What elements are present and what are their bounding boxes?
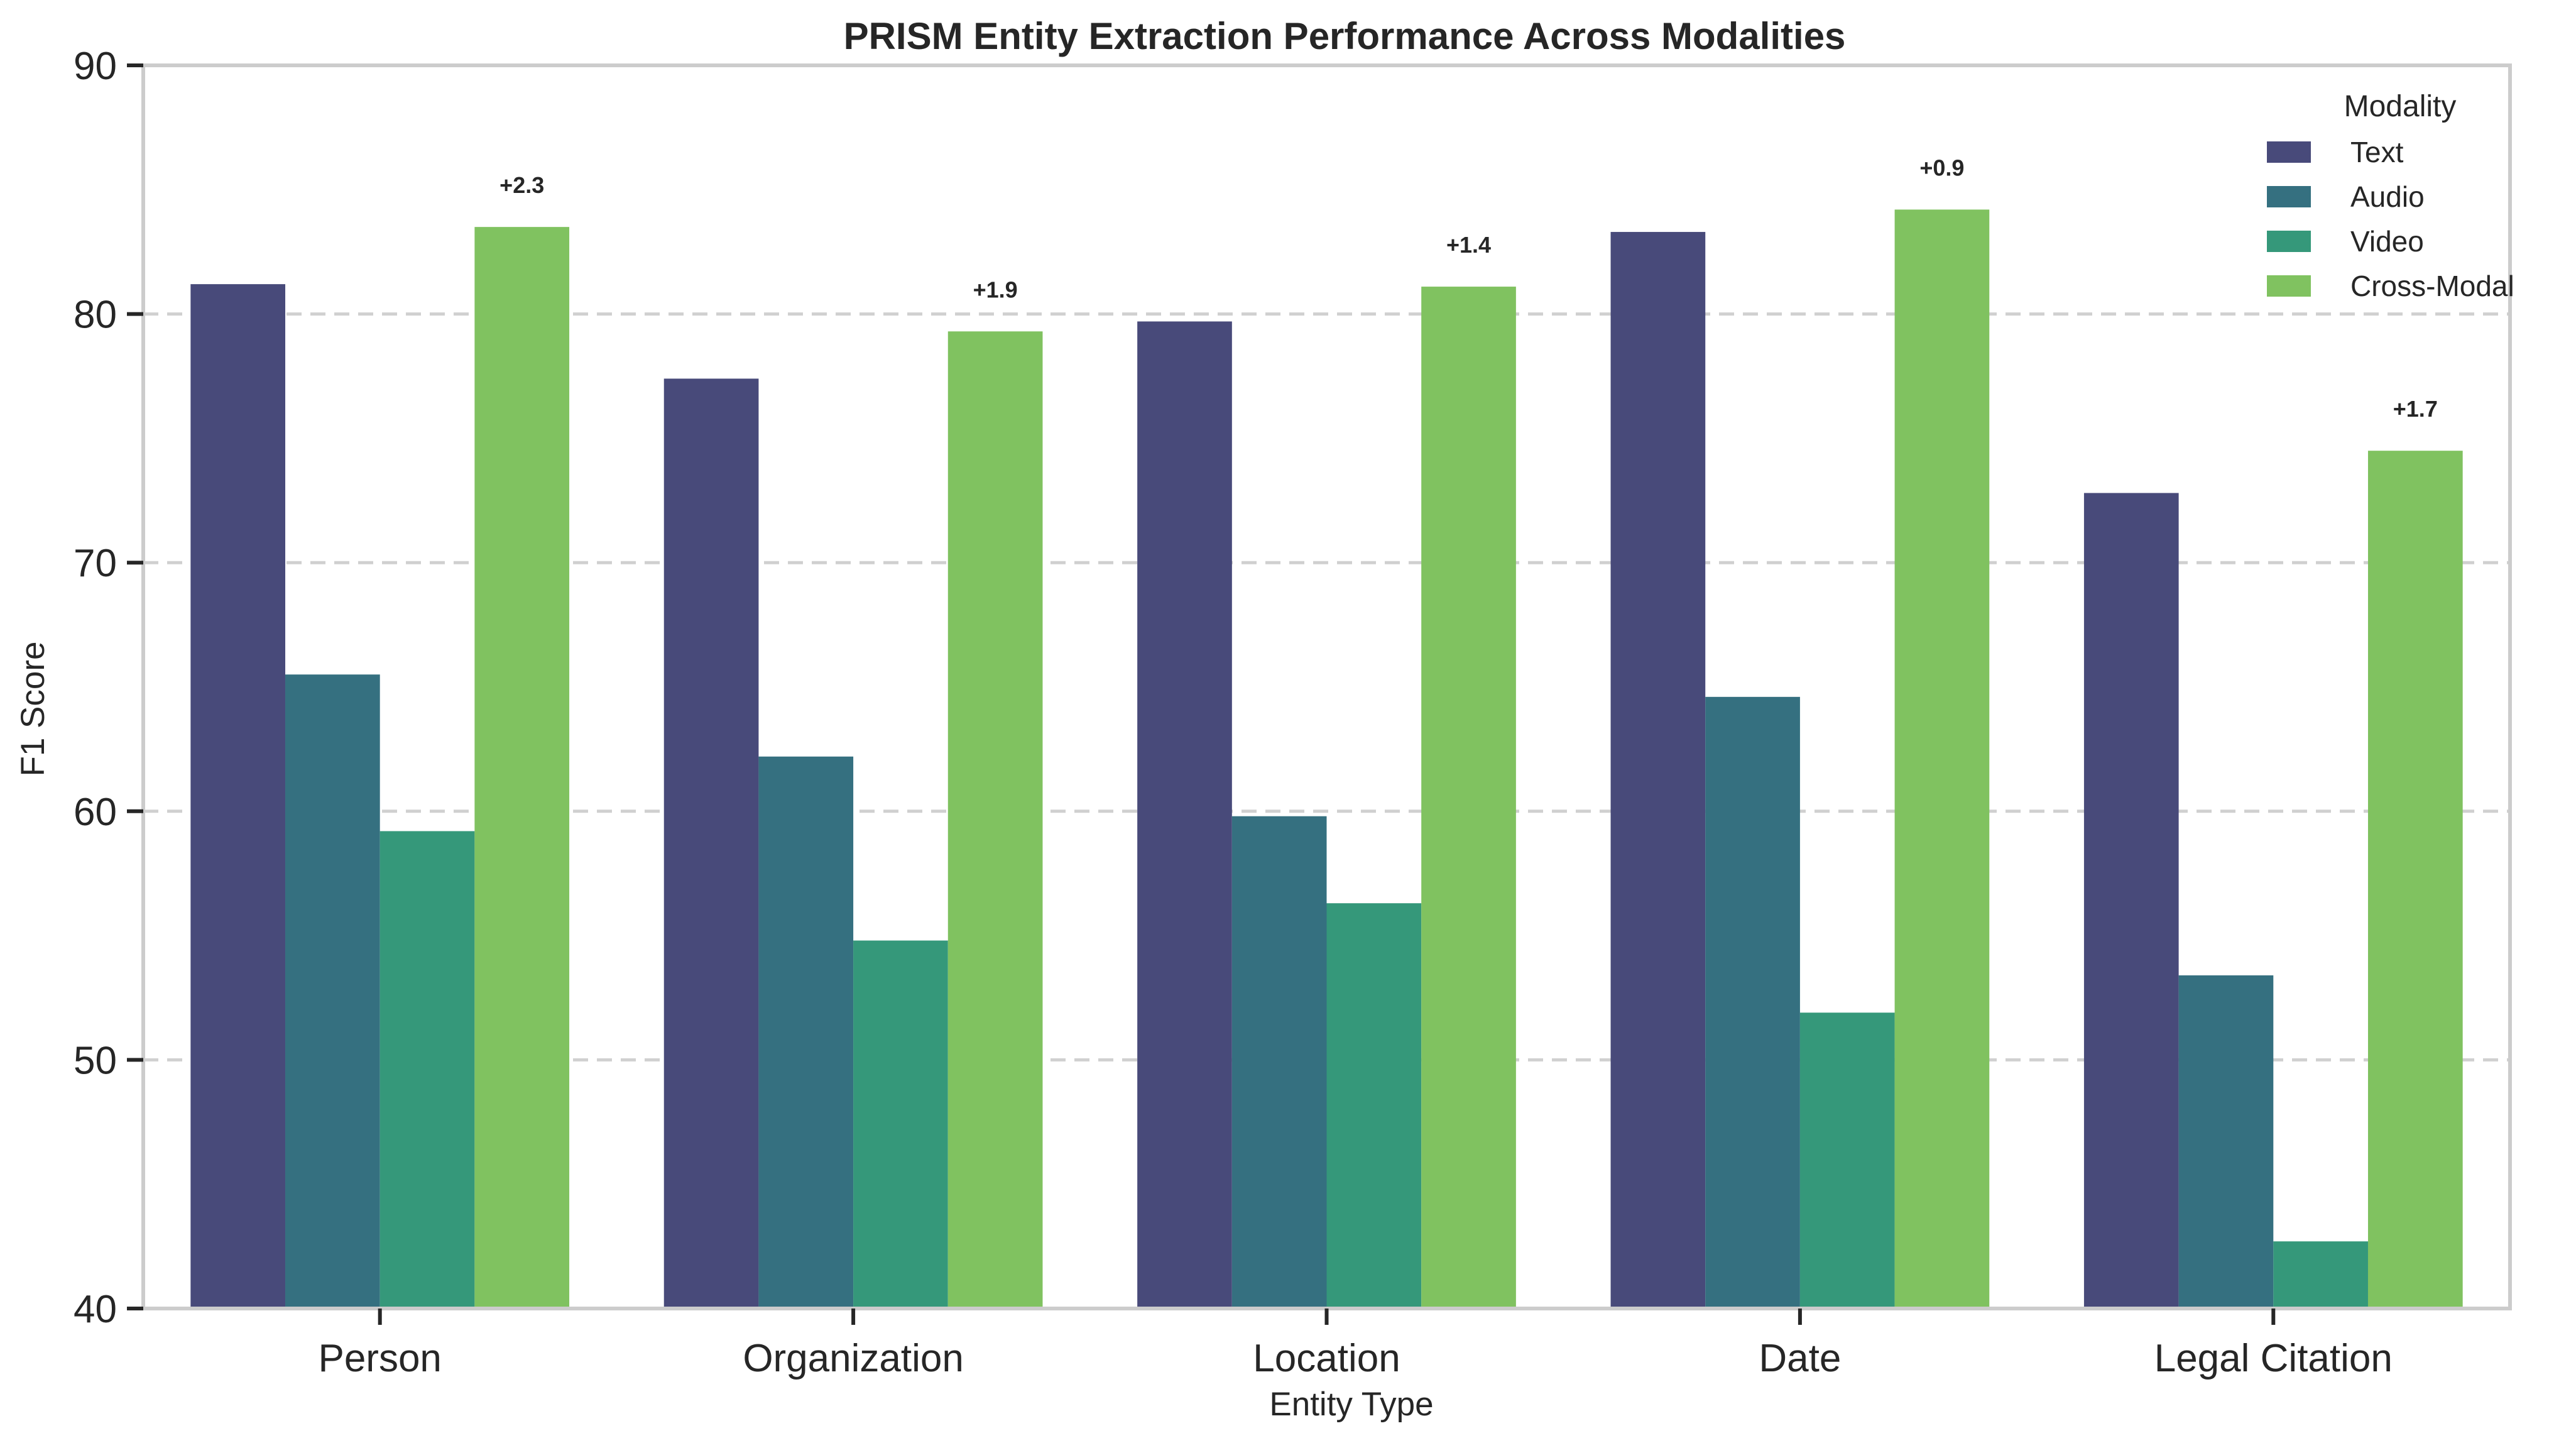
annotation-label: +0.9	[1919, 155, 1964, 180]
x-tick-label: Legal Citation	[2154, 1337, 2393, 1380]
bar-video-person	[379, 831, 475, 1309]
x-tick-label: Organization	[743, 1337, 964, 1380]
legend-title: Modality	[2344, 90, 2457, 123]
bar-cross-modal-location	[1421, 287, 1516, 1309]
annotation-label: +1.9	[973, 277, 1018, 302]
bar-audio-organization	[758, 756, 854, 1309]
axis-ticks: Person Organization Location Date Legal Cita…	[74, 45, 2393, 1380]
bar-cross-modal-date	[1894, 209, 1990, 1309]
x-tick-label: Person	[318, 1337, 441, 1380]
y-tick-label: 70	[74, 542, 117, 585]
legend-items: Text Audio Video Cross-Modal	[2267, 136, 2514, 302]
bar-text-person	[190, 284, 286, 1309]
legend-swatch	[2267, 275, 2311, 297]
legend-label: Video	[2350, 225, 2424, 258]
legend-swatch	[2267, 141, 2311, 163]
bar-text-organization	[663, 378, 759, 1309]
bar-cross-modal-organization	[947, 331, 1043, 1309]
bar-cross-modal-person	[474, 227, 570, 1309]
y-tick-label: 90	[74, 45, 117, 88]
legend-label: Cross-Modal	[2350, 270, 2514, 302]
bar-text-legal-citation	[2083, 493, 2179, 1309]
bar-cross-modal-legal-citation	[2367, 451, 2463, 1309]
legend-swatch	[2267, 186, 2311, 207]
bars	[190, 209, 2463, 1309]
chart-title: PRISM Entity Extraction Performance Acro…	[844, 15, 1846, 57]
legend: Modality Text Audio Video Cross-Modal	[2267, 90, 2514, 302]
bar-text-date	[1610, 232, 1706, 1309]
y-tick-label: 40	[74, 1288, 117, 1331]
y-tick-label: 60	[74, 791, 117, 834]
annotation-label: +2.3	[499, 172, 544, 198]
y-tick-label: 50	[74, 1039, 117, 1082]
bar-video-date	[1799, 1012, 1895, 1309]
bar-audio-person	[285, 674, 380, 1309]
bar-video-location	[1326, 903, 1422, 1309]
x-tick-label: Date	[1759, 1337, 1841, 1380]
x-axis-label: Entity Type	[1269, 1386, 1433, 1423]
y-axis-label: F1 Score	[14, 641, 52, 776]
legend-label: Text	[2350, 136, 2404, 168]
bar-audio-legal-citation	[2178, 975, 2274, 1309]
bar-annotations: +2.3 +1.9 +1.4 +0.9 +1.7	[499, 155, 2438, 422]
legend-swatch	[2267, 231, 2311, 252]
bar-text-location	[1137, 321, 1232, 1309]
bar-video-legal-citation	[2273, 1241, 2368, 1309]
bar-audio-date	[1705, 696, 1800, 1309]
y-tick-label: 80	[74, 294, 117, 337]
bar-audio-location	[1231, 816, 1327, 1309]
legend-label: Audio	[2350, 180, 2425, 213]
annotation-label: +1.7	[2393, 396, 2438, 422]
annotation-label: +1.4	[1446, 232, 1491, 258]
x-tick-label: Location	[1253, 1337, 1400, 1380]
bar-video-organization	[853, 940, 948, 1309]
